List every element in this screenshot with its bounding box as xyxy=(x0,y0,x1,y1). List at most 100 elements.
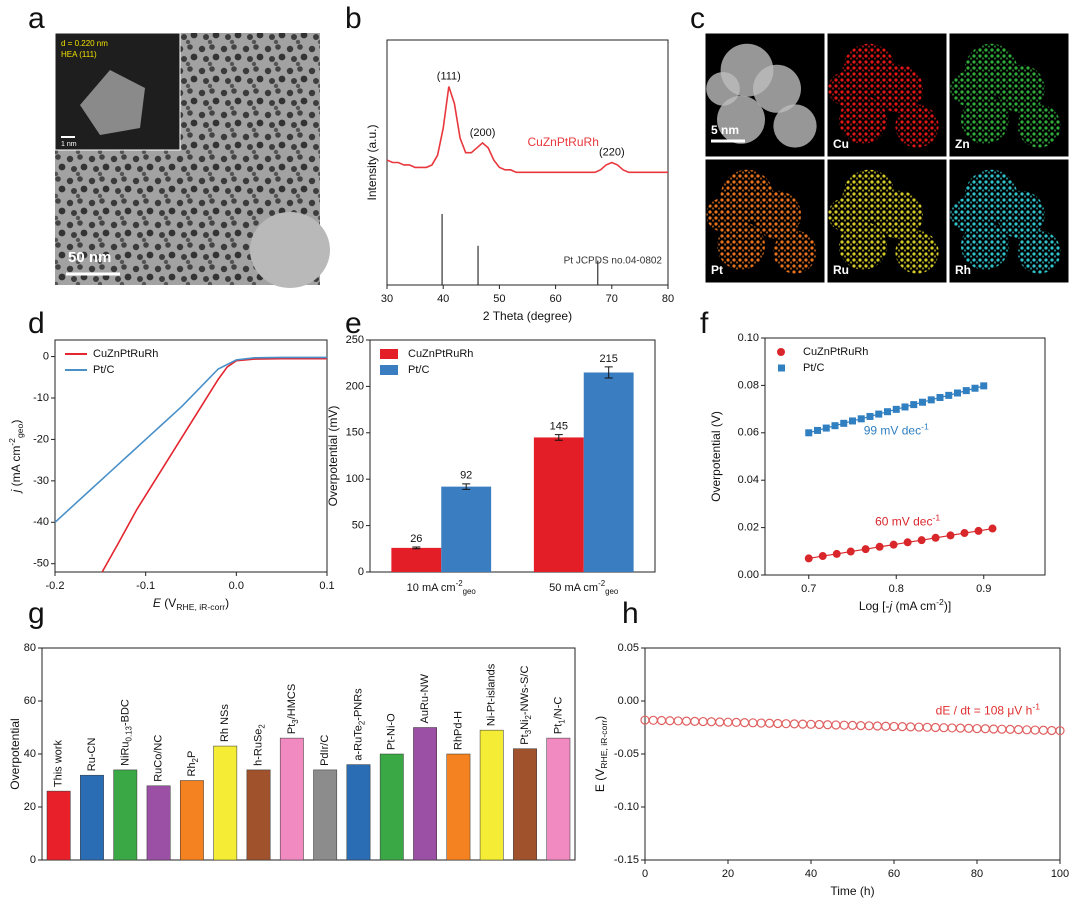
map-particle xyxy=(875,190,923,239)
point xyxy=(849,417,856,425)
bar-label: NiRu0.13-BDC xyxy=(119,699,133,766)
x-tick-label: 40 xyxy=(437,293,449,305)
point xyxy=(1047,725,1057,736)
point xyxy=(822,424,830,432)
point xyxy=(706,717,717,727)
x-axis-label: 2 Theta (degree) xyxy=(483,309,572,323)
line xyxy=(386,86,668,174)
value-label: 26 xyxy=(410,533,422,545)
text-part: Log [- xyxy=(859,599,890,613)
point xyxy=(847,720,858,730)
text-part: 2 xyxy=(258,724,267,728)
point xyxy=(756,718,766,728)
y-tick-label: 0 xyxy=(358,566,364,578)
bar-label: AuRu-NW xyxy=(419,673,431,723)
point xyxy=(839,720,849,730)
x-tick-label: 0.9 xyxy=(976,583,991,595)
bar-label: Rh NSs xyxy=(219,704,231,742)
point xyxy=(960,529,969,538)
y-tick-label: -0.05 xyxy=(614,748,639,760)
x-tick-label: -0.2 xyxy=(46,580,65,592)
panel-a: a d = 0.220 nm HEA (111) 1 nm 50 nm xyxy=(28,2,330,288)
bar-label: a-RuTe2-PNRs xyxy=(352,688,366,761)
y-tick-label: 60 xyxy=(24,695,36,707)
point xyxy=(856,720,866,731)
x-axis-label: Time (h) xyxy=(830,884,874,898)
bar xyxy=(379,753,404,861)
tile-label: 5 nm xyxy=(711,123,739,137)
point xyxy=(917,536,926,545)
point xyxy=(997,724,1007,734)
bar-label: PdIr/C xyxy=(319,735,331,766)
peak-label: (111) xyxy=(437,70,461,82)
point xyxy=(936,393,944,401)
point xyxy=(1038,725,1049,735)
tile-label: Ru xyxy=(833,263,849,277)
x-tick-label: 80 xyxy=(971,868,983,880)
text-part: ) xyxy=(9,420,23,424)
bar xyxy=(446,753,471,861)
point xyxy=(919,398,926,406)
y-tick-label: 0 xyxy=(30,854,36,866)
point xyxy=(723,717,733,727)
text-part: j xyxy=(9,489,23,494)
map-particle xyxy=(950,198,984,232)
legend-label: CuZnPtRuRh xyxy=(408,348,473,360)
plot-frame xyxy=(54,339,328,573)
point xyxy=(1013,725,1024,735)
point xyxy=(971,384,979,392)
x-tick-label: 50 mA cm-2geo xyxy=(549,579,619,596)
y-tick-label: 0.04 xyxy=(738,474,759,486)
error-bar xyxy=(554,434,563,441)
text-part: -1 xyxy=(921,422,929,432)
bar-label: h-RuSe2 xyxy=(252,724,266,766)
text-part: E xyxy=(153,596,162,610)
point xyxy=(946,531,955,540)
bar xyxy=(213,745,238,861)
point xyxy=(831,422,839,430)
map-particle xyxy=(828,72,862,106)
text-part: Pt xyxy=(519,734,531,744)
bar xyxy=(413,727,438,861)
panel-label: e xyxy=(345,307,362,340)
point xyxy=(773,718,783,729)
y-tick-label: 0.08 xyxy=(738,379,759,391)
map-particle xyxy=(1017,104,1061,148)
point xyxy=(889,721,899,732)
x-tick-label: 60 xyxy=(888,868,900,880)
map-particle xyxy=(839,95,887,144)
y-tick-label: 100 xyxy=(346,473,364,485)
point xyxy=(939,723,949,733)
bar-label: Ru-CN xyxy=(86,738,98,772)
point xyxy=(681,716,692,726)
point xyxy=(866,412,874,420)
text-part: P xyxy=(186,751,198,758)
bar xyxy=(46,790,71,861)
point xyxy=(947,723,957,733)
point xyxy=(988,724,999,734)
text-part: geo xyxy=(605,587,619,596)
peak-label: (200) xyxy=(470,127,496,139)
text-part: NiRu xyxy=(119,741,131,765)
inset-label: d = 0.220 nm xyxy=(61,39,108,48)
slope-label: 99 mV dec-1 xyxy=(864,422,929,438)
point xyxy=(739,718,750,728)
point xyxy=(914,722,924,732)
y-tick-label: -20 xyxy=(33,433,49,445)
annotation: dE / dt = 108 μV h-1 xyxy=(936,702,1041,718)
point xyxy=(945,391,953,399)
x-tick-label: 80 xyxy=(662,293,674,305)
point xyxy=(884,408,891,416)
map-particle xyxy=(961,221,1009,270)
map-particle xyxy=(706,72,740,106)
y-tick-label: 0.00 xyxy=(738,569,759,581)
map-particle xyxy=(1017,230,1061,274)
point xyxy=(988,524,997,533)
panel-label: b xyxy=(345,2,362,35)
x-tick-label: 0.8 xyxy=(889,583,904,595)
bar xyxy=(583,372,634,572)
scale-label: 50 nm xyxy=(68,249,111,266)
point xyxy=(748,718,758,728)
x-tick-label: 40 xyxy=(805,868,817,880)
